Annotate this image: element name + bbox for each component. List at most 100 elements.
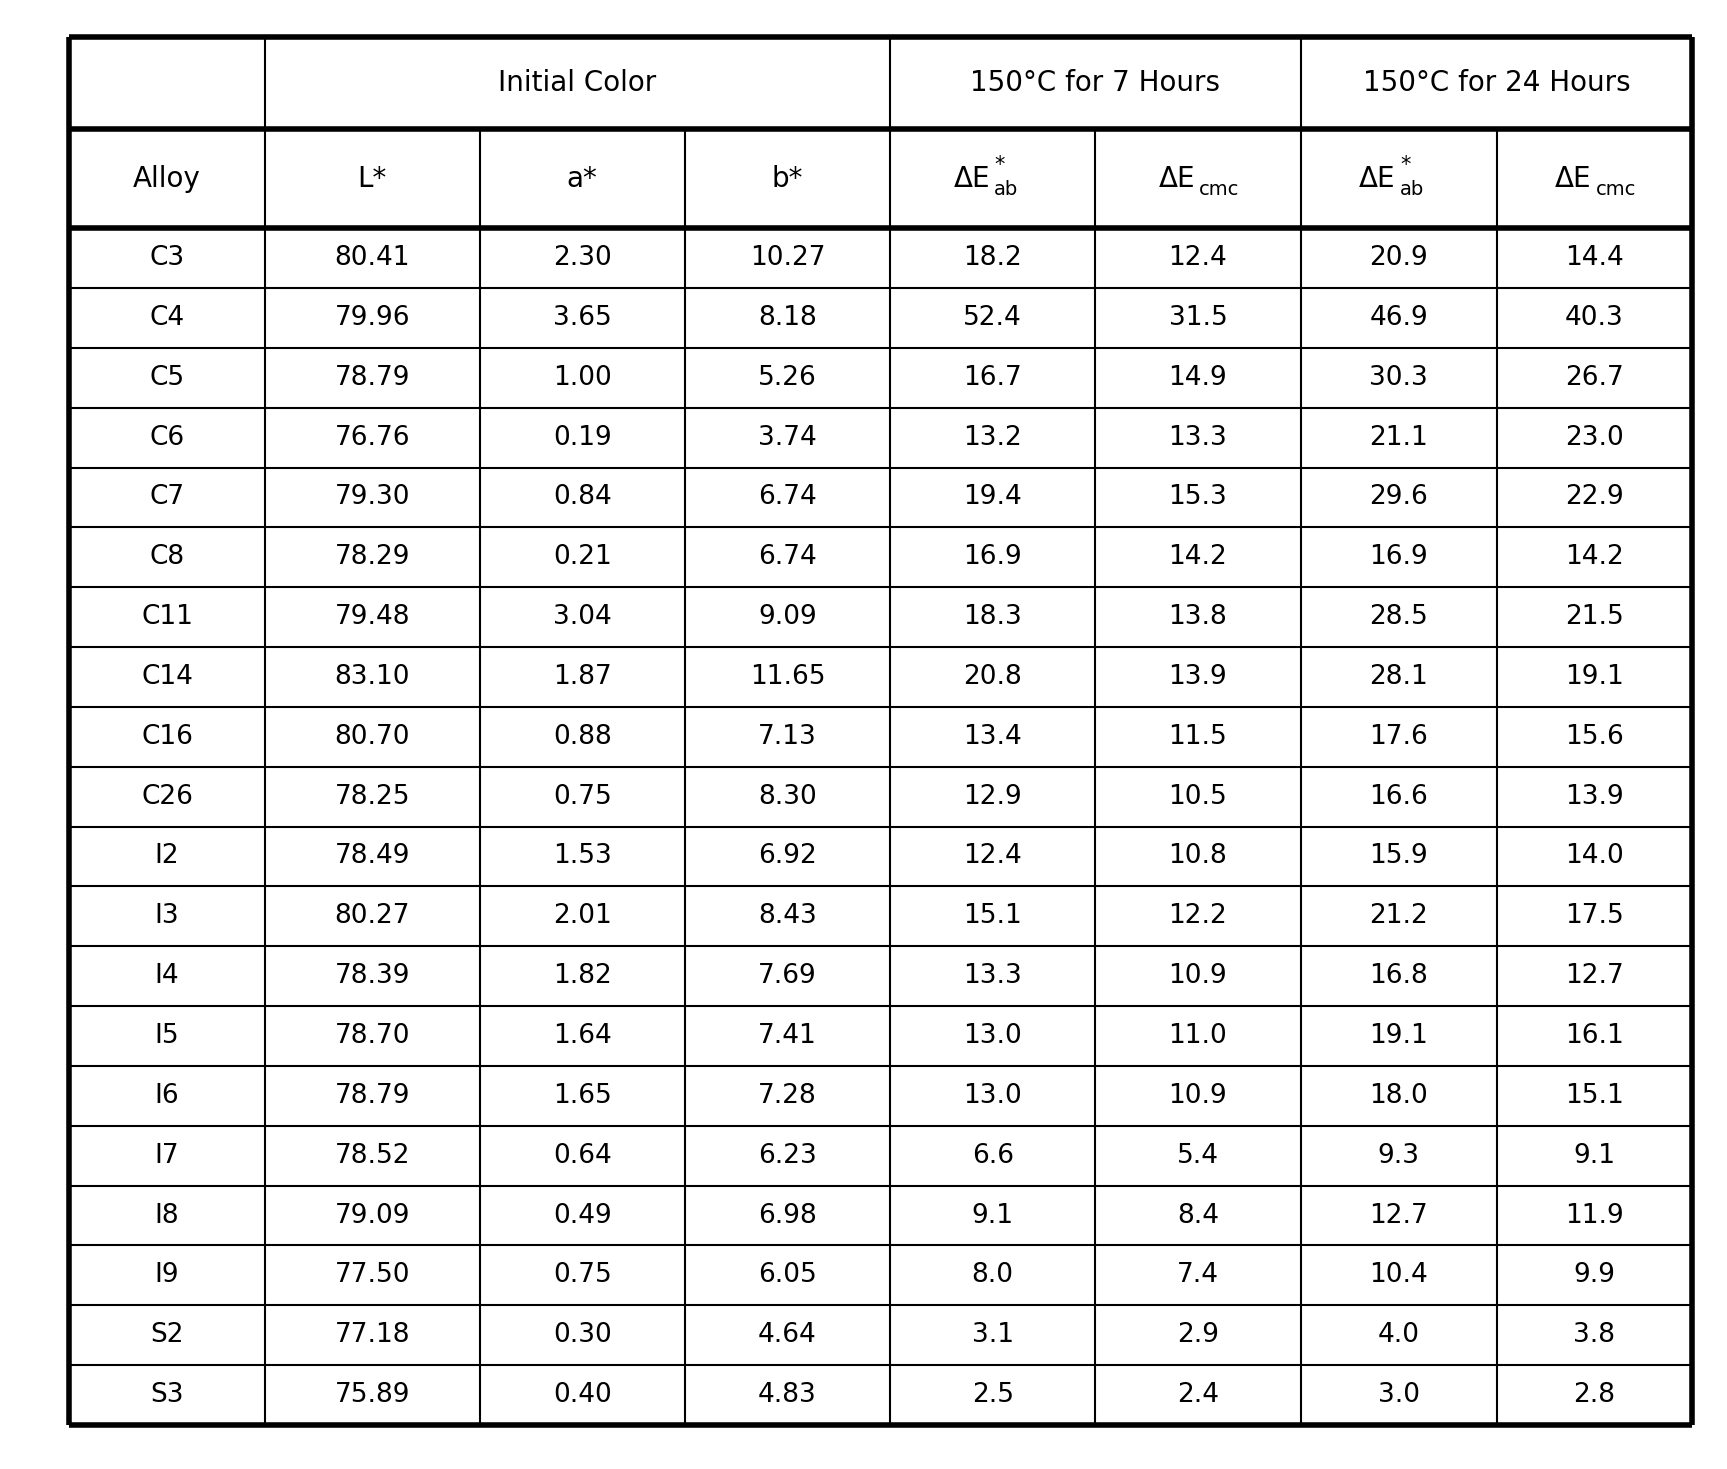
Text: 8.18: 8.18 bbox=[758, 306, 817, 331]
Text: 20.9: 20.9 bbox=[1370, 245, 1428, 272]
Text: 13.3: 13.3 bbox=[1169, 425, 1228, 451]
Text: Alloy: Alloy bbox=[133, 165, 200, 192]
Text: 83.10: 83.10 bbox=[335, 664, 409, 690]
Text: 16.9: 16.9 bbox=[964, 545, 1022, 570]
Text: 23.0: 23.0 bbox=[1565, 425, 1623, 451]
Text: 10.5: 10.5 bbox=[1169, 783, 1228, 809]
Text: 75.89: 75.89 bbox=[335, 1382, 409, 1407]
Text: 0.30: 0.30 bbox=[553, 1322, 611, 1349]
Text: 0.64: 0.64 bbox=[553, 1143, 611, 1169]
Text: 8.0: 8.0 bbox=[972, 1262, 1014, 1288]
Text: 7.41: 7.41 bbox=[758, 1022, 817, 1049]
Text: 1.64: 1.64 bbox=[553, 1022, 611, 1049]
Text: I4: I4 bbox=[155, 964, 180, 989]
Text: Initial Color: Initial Color bbox=[499, 69, 656, 97]
Text: ab: ab bbox=[995, 181, 1019, 200]
Text: 8.4: 8.4 bbox=[1178, 1203, 1219, 1228]
Text: 0.84: 0.84 bbox=[553, 485, 611, 510]
Text: 8.43: 8.43 bbox=[758, 903, 817, 930]
Text: 1.87: 1.87 bbox=[553, 664, 611, 690]
Text: 10.9: 10.9 bbox=[1169, 964, 1228, 989]
Text: 79.48: 79.48 bbox=[335, 604, 409, 630]
Text: ΔE: ΔE bbox=[1359, 165, 1395, 192]
Text: 13.2: 13.2 bbox=[964, 425, 1022, 451]
Text: 2.01: 2.01 bbox=[553, 903, 611, 930]
Text: C4: C4 bbox=[150, 306, 185, 331]
Text: ΔE: ΔE bbox=[1159, 165, 1195, 192]
Text: 2.5: 2.5 bbox=[972, 1382, 1014, 1407]
Text: 13.0: 13.0 bbox=[964, 1022, 1022, 1049]
Text: 17.6: 17.6 bbox=[1370, 724, 1428, 749]
Text: C6: C6 bbox=[150, 425, 185, 451]
Text: 8.30: 8.30 bbox=[758, 783, 817, 809]
Text: 18.3: 18.3 bbox=[964, 604, 1022, 630]
Text: C7: C7 bbox=[150, 485, 185, 510]
Text: 2.30: 2.30 bbox=[553, 245, 611, 272]
Text: 12.9: 12.9 bbox=[964, 783, 1022, 809]
Text: I5: I5 bbox=[155, 1022, 180, 1049]
Text: 1.53: 1.53 bbox=[553, 843, 611, 870]
Text: 4.0: 4.0 bbox=[1378, 1322, 1420, 1349]
Text: ΔE: ΔE bbox=[1554, 165, 1592, 192]
Text: 28.1: 28.1 bbox=[1370, 664, 1428, 690]
Text: 150°C for 24 Hours: 150°C for 24 Hours bbox=[1363, 69, 1630, 97]
Text: I6: I6 bbox=[155, 1083, 180, 1109]
Text: 0.19: 0.19 bbox=[553, 425, 611, 451]
Text: I3: I3 bbox=[155, 903, 180, 930]
Text: 0.40: 0.40 bbox=[553, 1382, 611, 1407]
Text: 11.9: 11.9 bbox=[1565, 1203, 1623, 1228]
Text: 3.65: 3.65 bbox=[553, 306, 611, 331]
Text: 26.7: 26.7 bbox=[1565, 364, 1623, 391]
Text: 12.4: 12.4 bbox=[964, 843, 1022, 870]
Text: 78.49: 78.49 bbox=[335, 843, 409, 870]
Text: 13.4: 13.4 bbox=[964, 724, 1022, 749]
Text: 80.27: 80.27 bbox=[335, 903, 409, 930]
Text: 2.4: 2.4 bbox=[1178, 1382, 1219, 1407]
Text: 21.5: 21.5 bbox=[1565, 604, 1623, 630]
Text: 78.79: 78.79 bbox=[335, 364, 409, 391]
Text: 78.79: 78.79 bbox=[335, 1083, 409, 1109]
Text: *: * bbox=[1401, 154, 1411, 175]
Text: 1.00: 1.00 bbox=[553, 364, 611, 391]
Text: 6.6: 6.6 bbox=[972, 1143, 1014, 1169]
Text: 14.9: 14.9 bbox=[1169, 364, 1228, 391]
Text: I9: I9 bbox=[155, 1262, 180, 1288]
Text: 3.74: 3.74 bbox=[758, 425, 817, 451]
Text: 6.74: 6.74 bbox=[758, 545, 817, 570]
Text: L*: L* bbox=[357, 165, 387, 192]
Text: 76.76: 76.76 bbox=[335, 425, 409, 451]
Text: *: * bbox=[995, 154, 1005, 175]
Text: 21.1: 21.1 bbox=[1370, 425, 1428, 451]
Text: 7.4: 7.4 bbox=[1178, 1262, 1219, 1288]
Text: 15.1: 15.1 bbox=[1565, 1083, 1623, 1109]
Text: 12.2: 12.2 bbox=[1169, 903, 1228, 930]
Text: C26: C26 bbox=[142, 783, 193, 809]
Text: 13.9: 13.9 bbox=[1169, 664, 1228, 690]
Text: 16.1: 16.1 bbox=[1565, 1022, 1623, 1049]
Text: 6.92: 6.92 bbox=[758, 843, 817, 870]
Text: ab: ab bbox=[1401, 181, 1425, 200]
Text: 9.9: 9.9 bbox=[1573, 1262, 1615, 1288]
Text: 7.69: 7.69 bbox=[758, 964, 817, 989]
Text: 1.82: 1.82 bbox=[553, 964, 611, 989]
Text: 0.49: 0.49 bbox=[553, 1203, 611, 1228]
Text: C5: C5 bbox=[150, 364, 185, 391]
Text: 19.1: 19.1 bbox=[1565, 664, 1623, 690]
Text: 0.75: 0.75 bbox=[553, 783, 611, 809]
Text: ΔE: ΔE bbox=[953, 165, 990, 192]
Text: 1.65: 1.65 bbox=[553, 1083, 611, 1109]
Text: 5.26: 5.26 bbox=[758, 364, 817, 391]
Text: 3.8: 3.8 bbox=[1573, 1322, 1615, 1349]
Text: 4.64: 4.64 bbox=[758, 1322, 817, 1349]
Text: 40.3: 40.3 bbox=[1565, 306, 1623, 331]
Text: 80.41: 80.41 bbox=[335, 245, 409, 272]
Text: 30.3: 30.3 bbox=[1370, 364, 1428, 391]
Text: 12.7: 12.7 bbox=[1565, 964, 1623, 989]
Text: 0.88: 0.88 bbox=[553, 724, 611, 749]
Text: 14.2: 14.2 bbox=[1169, 545, 1228, 570]
Text: C3: C3 bbox=[150, 245, 185, 272]
Text: 16.9: 16.9 bbox=[1370, 545, 1428, 570]
Text: 2.9: 2.9 bbox=[1178, 1322, 1219, 1349]
Text: 12.4: 12.4 bbox=[1169, 245, 1228, 272]
Text: cmc: cmc bbox=[1596, 181, 1635, 200]
